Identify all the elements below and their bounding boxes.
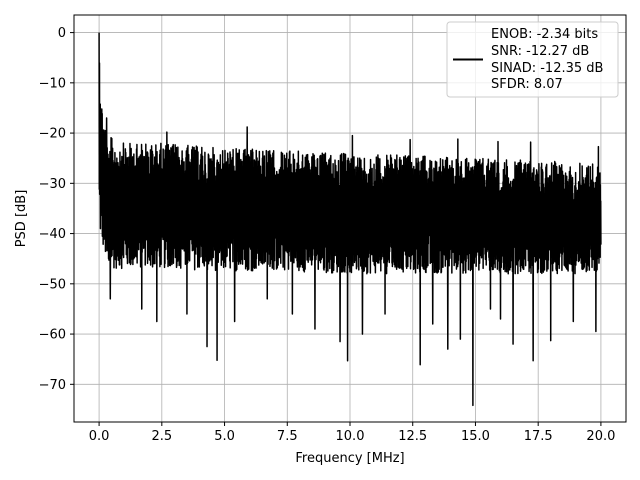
axis-ticks: 0.0 2.5 5.0 7.5 10.0 12.5 15.0 17.5 20.0 0 −10 −20 −… <box>39 26 616 444</box>
x-tick-label: 12.5 <box>398 429 427 444</box>
legend-line-sfdr: SFDR: 8.07 <box>491 77 563 92</box>
legend-line-enob: ENOB: -2.34 bits <box>491 27 598 42</box>
x-tick-label: 5.0 <box>214 429 235 444</box>
legend-box <box>446 21 619 98</box>
legend: ENOB: -2.34 bits SNR: -12.27 dB SINAD: -… <box>446 21 619 98</box>
y-tick-label: −10 <box>39 76 66 91</box>
x-tick-label: 20.0 <box>586 429 615 444</box>
y-tick-label: 0 <box>58 26 66 41</box>
x-tick-label: 10.0 <box>336 429 365 444</box>
x-tick-label: 17.5 <box>524 429 553 444</box>
y-tick-label: −50 <box>39 277 66 292</box>
x-tick-label: 15.0 <box>461 429 490 444</box>
x-tick-label: 2.5 <box>151 429 172 444</box>
x-tick-label: 7.5 <box>277 429 298 444</box>
psd-line <box>98 32 602 407</box>
legend-line-snr: SNR: -12.27 dB <box>491 44 589 59</box>
y-tick-label: −60 <box>39 328 66 343</box>
legend-line-sinad: SINAD: -12.35 dB <box>491 61 603 76</box>
psd-series <box>98 32 602 407</box>
x-axis-title: Frequency [MHz] <box>295 451 404 466</box>
y-tick-label: −40 <box>39 227 66 242</box>
y-tick-label: −30 <box>39 177 66 192</box>
x-tick-label: 0.0 <box>89 429 110 444</box>
y-axis-title: PSD [dB] <box>14 190 29 248</box>
y-tick-label: −20 <box>39 127 66 142</box>
y-tick-label: −70 <box>39 378 66 393</box>
